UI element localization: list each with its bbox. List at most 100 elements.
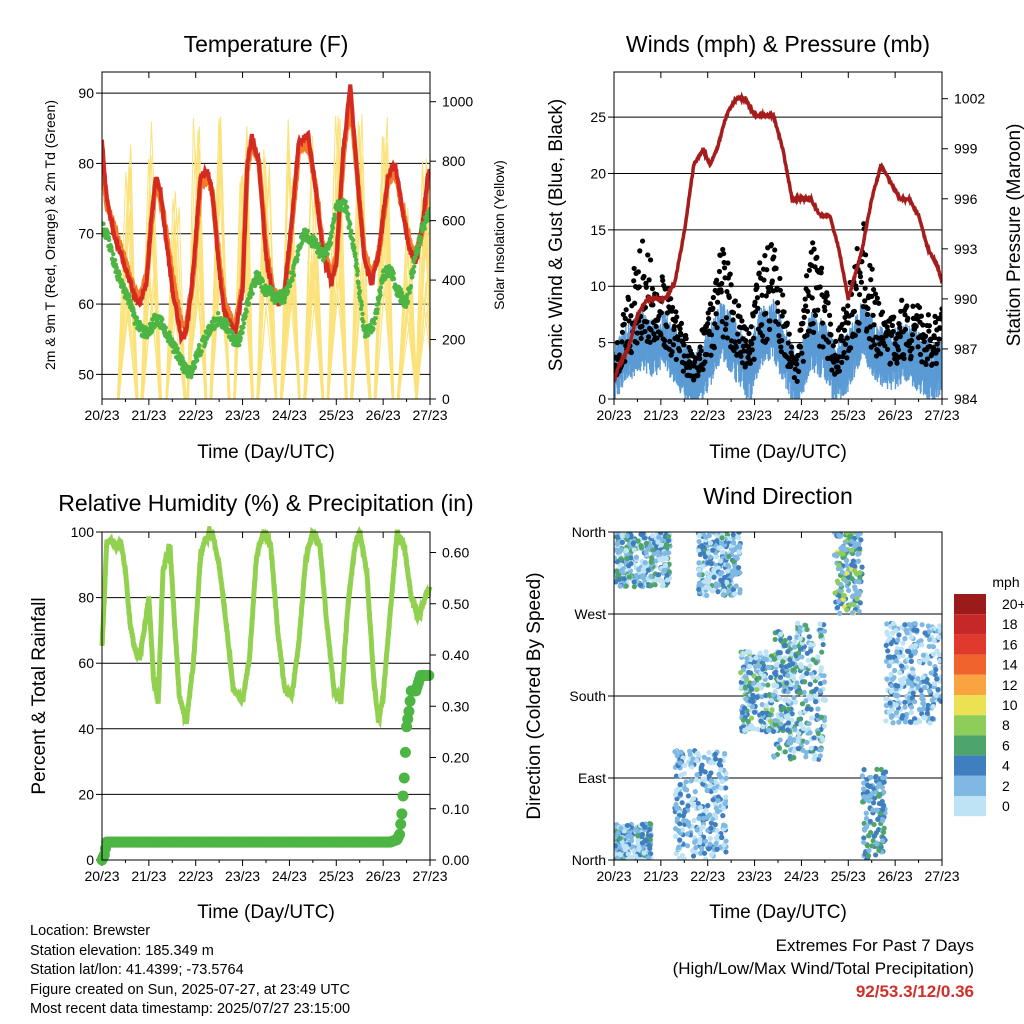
gust-point [855,328,862,334]
direction-point [777,655,783,661]
gust-point [800,320,806,326]
direction-point [723,794,729,800]
temperature-panel: Temperature (F) Time (Day/UTC) 2m & 9m T… [42,31,507,463]
direction-point [766,692,773,698]
wind-ylabel-left: Sonic Wind & Gust (Blue, Black) [546,99,567,371]
solar-spike [186,148,208,399]
direction-point [628,555,634,561]
gust-point [732,339,738,345]
direction-point [662,562,669,568]
dewpoint-point [250,291,255,296]
solar-spike [415,161,430,399]
solar-spike [118,208,138,399]
dewpoint-point [173,342,179,348]
direction-point [768,697,775,703]
direction-point [655,539,661,545]
direction-point [786,698,792,704]
direction-point [614,568,620,574]
direction-point [705,846,712,852]
direction-point [742,684,748,690]
direction-point [792,699,799,705]
x-tick-label: 22/23 [178,868,213,884]
dewpoint-point [412,264,417,269]
direction-point [639,840,646,846]
gust-point [730,310,737,316]
precip-point [394,828,406,840]
direction-point [635,833,641,839]
gust-point [778,344,784,350]
dewpoint-point [216,310,221,316]
dewpoint-point [355,272,360,278]
gust-point [677,326,683,332]
gust-point [677,348,683,354]
gust-point [720,334,726,340]
direction-point [703,584,709,590]
direction-point [763,703,769,709]
direction-point [779,725,786,731]
dewpoint-point [269,286,275,291]
direction-point [710,797,716,803]
gust-point [814,254,820,260]
gust-point [826,312,833,318]
dewpoint-point [105,230,111,236]
gust-point [802,296,808,302]
direction-point [665,537,672,543]
direction-point [702,777,708,783]
y2-tick-label: 200 [442,332,466,348]
x-tick-label: 21/23 [643,407,678,423]
direction-point [712,751,718,757]
gust-point [934,341,940,347]
direction-point [684,843,691,849]
direction-point [702,554,708,560]
direction-point [678,749,684,755]
gust-point [674,314,680,320]
direction-point [700,544,707,550]
direction-point [718,558,724,564]
gust-point [643,284,649,290]
direction-point [711,567,717,573]
gust-point [670,342,677,348]
x-tick-label: 22/23 [690,407,725,423]
gust-point [678,320,685,327]
direction-point [708,820,714,826]
plot-border [101,71,431,400]
gust-point [844,335,850,341]
direction-point [730,587,737,593]
direction-point [624,536,630,543]
gust-point [723,321,729,327]
dewpoint-point [236,342,242,348]
y2-tick-label: 800 [442,153,466,169]
precip-point [395,818,407,830]
x-tick-label: 23/23 [225,407,260,423]
direction-point [800,738,806,744]
direction-point [618,556,624,562]
gust-point [639,238,646,244]
direction-point [732,554,739,560]
gust-point [625,296,632,303]
dewpoint-point [195,358,200,363]
direction-point [655,572,662,578]
direction-point [722,823,728,829]
gust-point [681,353,687,359]
direction-point [664,577,671,583]
gust-point [658,310,664,316]
humidity-title: Relative Humidity (%) & Precipitation (i… [58,490,473,516]
direction-point [648,583,654,589]
gust-point [870,337,876,343]
gust-point [631,265,637,272]
direction-point [724,579,730,586]
gust-point [628,313,634,319]
gust-point [836,354,842,360]
direction-point [769,707,775,713]
gust-point [779,313,785,319]
y2-tick-label: 0.50 [442,596,469,612]
direction-point [635,538,641,544]
direction-point [713,584,719,590]
direction-point [715,589,721,595]
y2-tick-label: 996 [954,191,978,207]
direction-point [673,850,679,857]
direction-point [726,553,732,559]
direction-point [781,705,787,711]
gust-point [738,353,744,359]
direction-point [698,582,704,588]
